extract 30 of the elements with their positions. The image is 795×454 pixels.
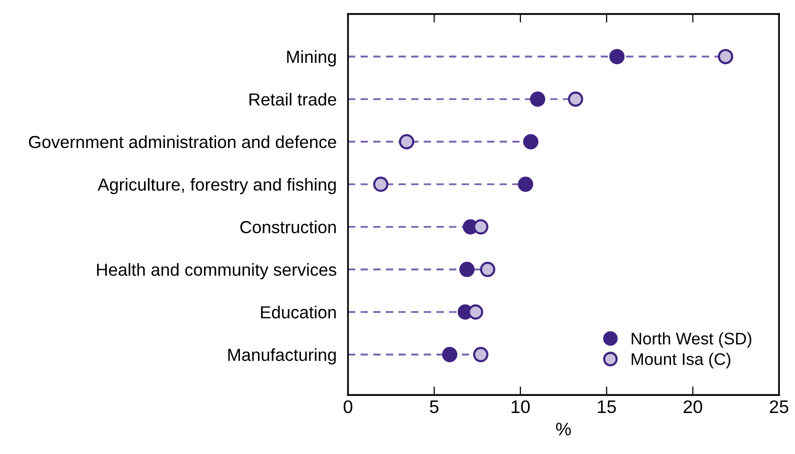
point [530,92,546,107]
point [523,134,538,150]
x-tick-label: 0 [344,400,352,414]
point [718,48,734,64]
point [609,48,625,64]
x-tick-label: 10 [512,400,530,414]
y-tick-label: Health and community services [97,263,336,280]
y-tick-label: Manufacturing [228,348,336,364]
point [459,262,475,278]
y-tick-label: Retail trade [250,92,336,106]
point [398,134,414,150]
point [373,176,388,192]
point [473,219,488,234]
x-tick-label: 5 [430,400,438,414]
legend-label: North West (SD) [632,332,752,348]
point [442,346,458,362]
x-tick-label: 20 [684,400,702,414]
x-tick-label: 25 [770,400,788,414]
x-axis-title: % [556,422,571,436]
legend-label: Mount Isa (C) [632,352,730,368]
point [568,92,584,107]
x-tick-label: 15 [598,400,616,414]
y-tick-label: Mining [287,50,336,66]
point [480,262,496,278]
point [473,346,488,362]
y-tick-label: Government administration and defence [28,135,336,148]
y-tick-label: Agriculture, forestry and fishing [98,178,336,194]
point [518,176,534,192]
y-tick-label: Education [261,306,336,318]
y-tick-label: Construction [240,220,336,234]
